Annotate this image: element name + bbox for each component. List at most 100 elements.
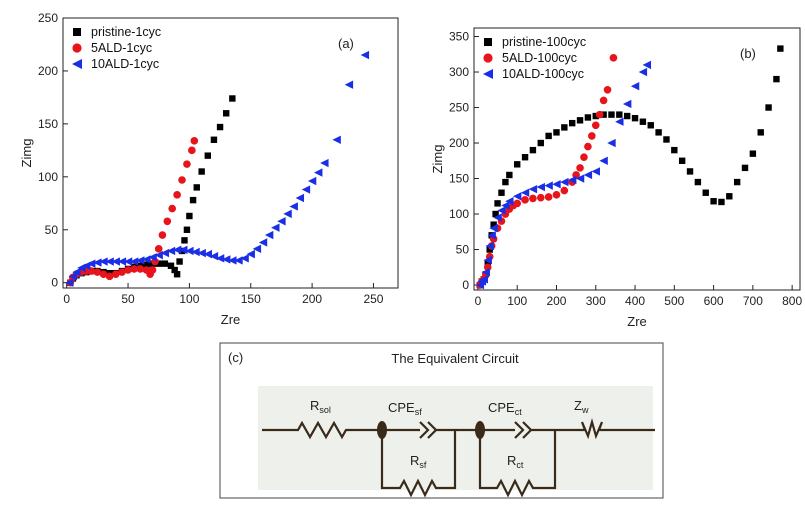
marker-circle (513, 199, 522, 208)
marker-triangle (307, 176, 317, 186)
label-sub: sf (419, 460, 427, 470)
marker-circle (173, 191, 181, 199)
marker-triangle (215, 254, 225, 263)
marker-square (173, 271, 181, 278)
marker-square (484, 38, 492, 46)
circuit-wires (262, 417, 655, 498)
label-sub: ct (516, 460, 524, 470)
marker-square (161, 260, 169, 267)
marker-circle (599, 96, 608, 105)
x-tick-label: 600 (704, 294, 724, 308)
marker-square (702, 189, 709, 196)
marker-square (718, 198, 725, 206)
chart: 0 50 100 150 200 250 0 50 100 150 200 250 Zre Zimg (a)… (19, 11, 399, 327)
marker-circle (609, 54, 618, 62)
marker-circle (190, 137, 199, 145)
marker-circle (576, 164, 584, 172)
marker-square (584, 114, 592, 121)
marker-triangle (99, 257, 108, 266)
plot-frame (62, 17, 399, 289)
marker-square (155, 260, 162, 267)
marker-triangle (501, 201, 510, 210)
marker-triangle (607, 138, 616, 148)
marker-triangle (479, 275, 489, 284)
marker-circle (188, 146, 196, 155)
marker-triangle (105, 257, 114, 266)
marker-square (216, 123, 224, 131)
marker-triangle (72, 59, 82, 69)
marker-circle (536, 193, 545, 202)
label-main: R (310, 398, 319, 413)
legend-label: 10ALD-1cyc (91, 57, 159, 71)
marker-circle (529, 194, 537, 203)
marker-triangle (642, 60, 652, 70)
marker-triangle (485, 241, 494, 251)
marker-square (639, 118, 647, 125)
y-tick-label: 150 (449, 172, 469, 186)
marker-circle (560, 186, 569, 195)
y-tick-label: 200 (449, 136, 469, 150)
marker-square (568, 119, 576, 127)
marker-square (167, 262, 175, 269)
marker-circle (168, 204, 177, 213)
r-ct-branch (478, 430, 557, 498)
component-label: Rsol (310, 398, 331, 415)
marker-square (229, 95, 236, 102)
marker-triangle (344, 80, 354, 89)
warburg (580, 417, 655, 440)
marker-triangle (615, 117, 624, 126)
marker-circle (552, 191, 561, 199)
marker-triangle (240, 254, 249, 263)
x-tick-label: 150 (241, 292, 261, 306)
marker-triangle (172, 245, 182, 255)
x-tick-label: 800 (782, 294, 802, 308)
x-tick-label: 0 (63, 292, 70, 306)
marker-triangle (87, 259, 96, 268)
component-label: Rsf (410, 453, 427, 470)
marker-triangle (567, 175, 577, 185)
marker-square (537, 139, 544, 147)
y-tick-label: 0 (51, 276, 58, 290)
marker-square (545, 132, 552, 140)
marker-triangle (295, 193, 305, 203)
circuit-panel: (c) The Equivalent Circuit Rsol CPEsf CP… (219, 342, 664, 499)
panel-label: (c) (228, 350, 243, 365)
x-tick-label: 700 (743, 294, 763, 308)
y-tick-label: 350 (449, 30, 469, 44)
marker-square (529, 146, 537, 154)
marker-triangle (489, 224, 498, 233)
marker-square (143, 261, 150, 268)
marker-triangle (513, 192, 522, 201)
marker-triangle (536, 182, 545, 192)
marker-circle (588, 132, 596, 140)
label-main: CPE (388, 400, 415, 415)
marker-square (663, 136, 670, 143)
label-main: Z (574, 398, 582, 413)
marker-triangle (222, 255, 231, 264)
marker-square (181, 237, 188, 244)
y-axis-label: Zimg (430, 145, 445, 174)
y-tick-label: 250 (449, 101, 469, 115)
marker-square (561, 124, 568, 131)
marker-square (773, 75, 780, 83)
marker-triangle (179, 245, 188, 255)
marker-triangle (68, 272, 78, 281)
panel-label: (b) (740, 46, 756, 61)
marker-circle (521, 196, 529, 204)
legend-label: 10ALD-100cyc (502, 67, 584, 81)
marker-circle (130, 265, 138, 273)
marker-triangle (72, 267, 81, 277)
marker-triangle (258, 238, 268, 247)
component-label: Zw (574, 398, 589, 415)
marker-square (608, 111, 615, 118)
marker-square (765, 104, 772, 111)
x-axis-label: Zre (627, 314, 647, 329)
marker-triangle (332, 135, 341, 144)
x-tick-label: 200 (302, 292, 322, 306)
marker-square (193, 184, 200, 191)
marker-circle (154, 245, 163, 253)
marker-triangle (493, 213, 502, 222)
marker-square (186, 212, 193, 220)
cpe-sf (382, 421, 480, 439)
